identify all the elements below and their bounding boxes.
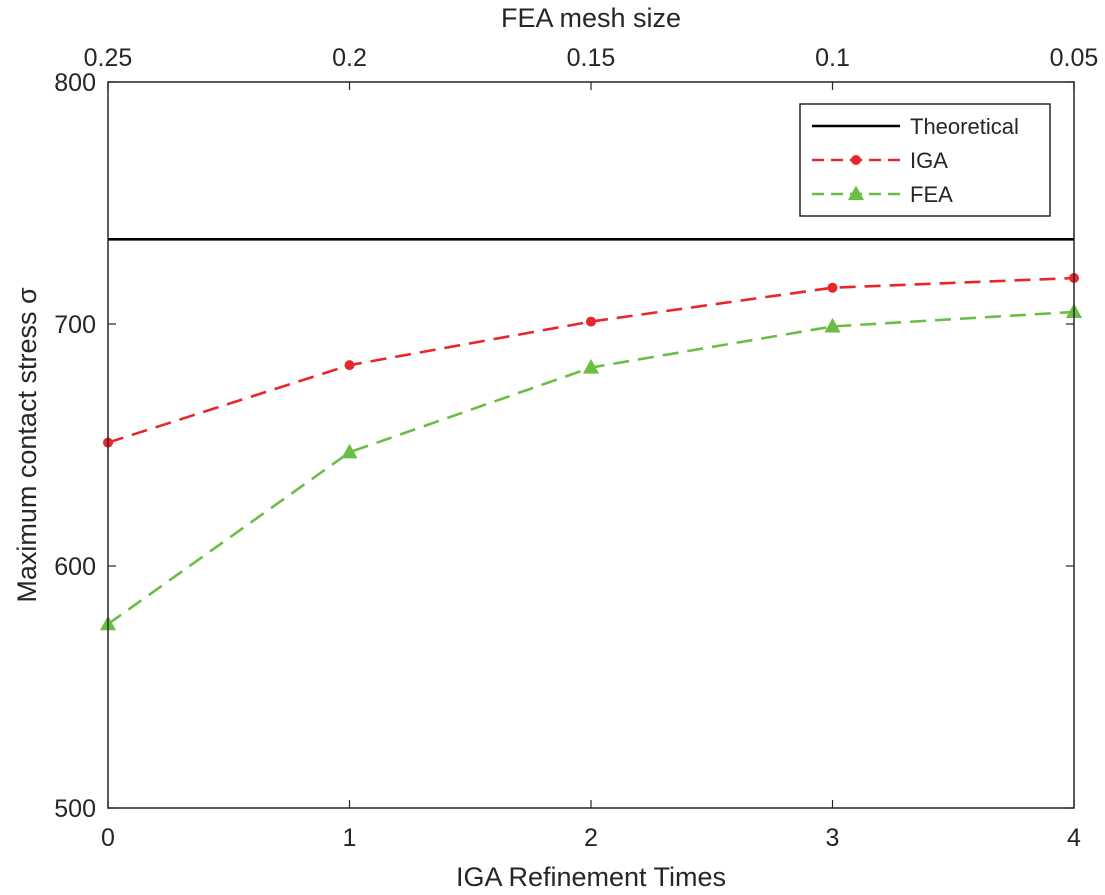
y-tick-label: 500 — [54, 795, 96, 823]
fea-point — [341, 443, 358, 459]
x-tick-label: 1 — [343, 824, 357, 852]
top-tick-label: 0.05 — [1050, 44, 1099, 72]
x-axis-title: IGA Refinement Times — [456, 862, 726, 892]
fea-point — [824, 317, 841, 333]
iga-point — [344, 360, 355, 371]
top-tick-label: 0.25 — [84, 44, 133, 72]
legend-label-iga: IGA — [910, 148, 948, 173]
top-axis-title: FEA mesh size — [501, 3, 681, 33]
top-tick-label: 0.2 — [332, 44, 367, 72]
legend-label-fea: FEA — [910, 182, 953, 207]
iga-point — [586, 316, 596, 327]
legend-marker-fea — [847, 185, 865, 201]
x-tick-label: 0 — [101, 824, 115, 852]
iga-point — [827, 282, 838, 293]
fea-point — [582, 359, 600, 374]
legend-marker-iga — [851, 155, 861, 165]
y-axis-title: Maximum contact stress σ — [12, 287, 42, 603]
x-tick-label: 4 — [1067, 824, 1081, 852]
x-tick-label: 3 — [826, 824, 840, 852]
legend-label-theoretical: Theoretical — [910, 114, 1019, 139]
y-tick-label: 800 — [54, 69, 96, 97]
top-tick-label: 0.15 — [567, 44, 616, 72]
x-tick-label: 2 — [584, 824, 598, 852]
fea-series-line — [107, 310, 1075, 626]
legend: Theoretical IGA FEA — [799, 103, 1051, 217]
y-tick-label: 600 — [54, 553, 96, 581]
y-tick-label: 700 — [54, 311, 96, 339]
top-tick-label: 0.1 — [815, 44, 850, 72]
ticks-layer: 0 1 2 3 4 0.25 0.2 0.15 0.1 0.05 500 600 700 800 — [54, 44, 1098, 852]
series-layer — [99, 238, 1083, 631]
